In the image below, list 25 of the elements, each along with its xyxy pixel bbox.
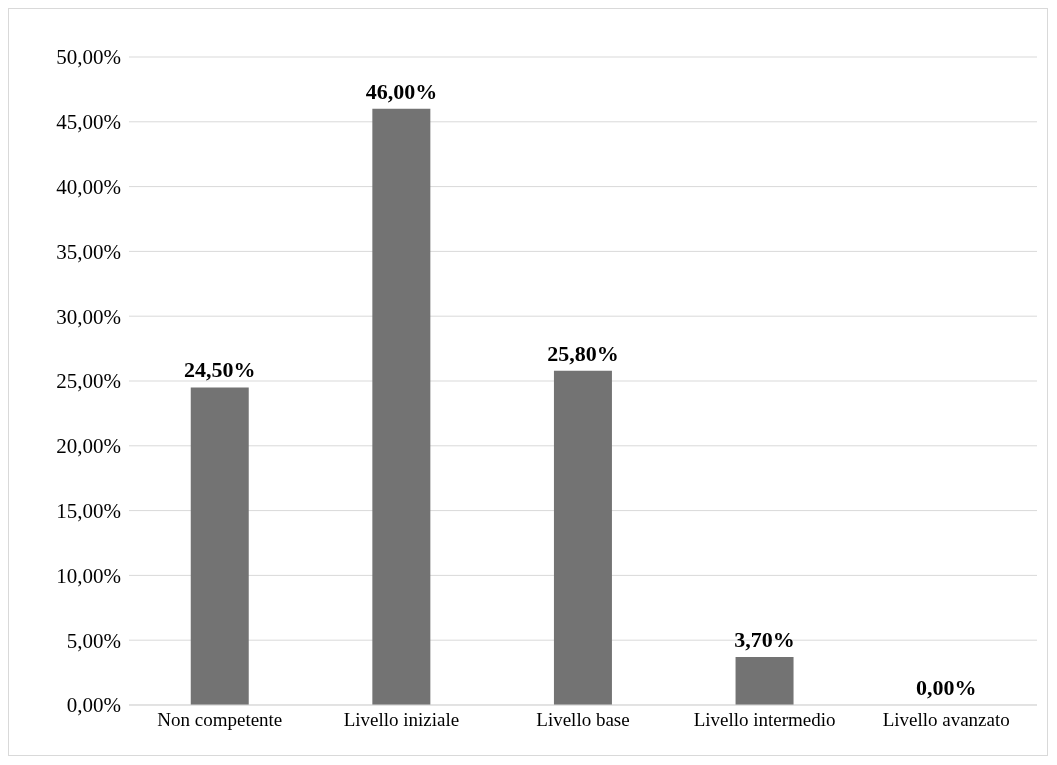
y-tick-label: 15,00% [56,499,121,524]
y-tick-label: 0,00% [66,693,121,718]
y-tick-label: 30,00% [56,304,121,329]
x-tick-label: Livello avanzato [882,709,1010,731]
x-tick-label: Non competente [157,709,283,731]
x-tick-label: Livello base [536,709,630,731]
data-label: 3,70% [734,627,795,653]
y-tick-label: 5,00% [66,628,121,653]
y-tick-label: 40,00% [56,175,121,200]
x-tick-label: Livello iniziale [343,709,460,731]
bar [735,657,794,705]
y-tick-label: 10,00% [56,563,121,588]
x-tick-label: Livello intermedio [693,709,836,731]
data-label: 0,00% [915,675,977,700]
y-tick-label: 35,00% [56,239,121,264]
y-tick-label: 20,00% [56,434,121,459]
y-tick-label: 50,00% [56,45,121,70]
y-tick-label: 25,00% [56,369,121,394]
y-tick-label: 45,00% [56,110,121,135]
bar [372,108,431,705]
bar [553,370,612,705]
data-label: 46,00% [365,78,438,104]
data-label: 24,50% [184,357,256,383]
data-label: 25,80% [547,340,619,366]
bar [190,387,249,705]
